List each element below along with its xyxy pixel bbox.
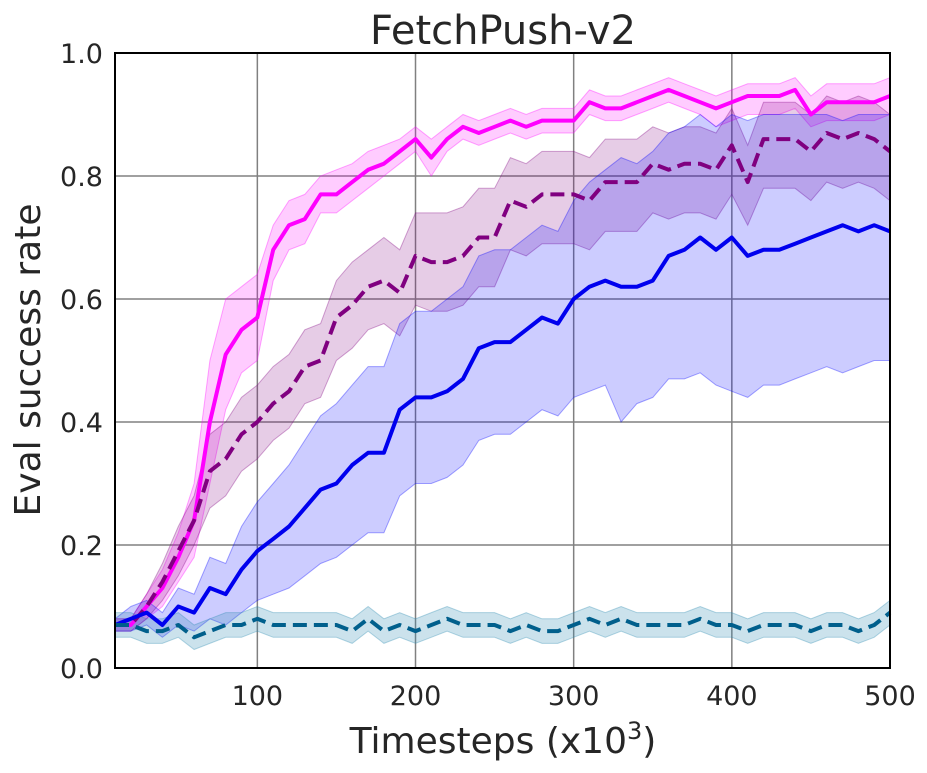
x-tick-label-500: 500 xyxy=(864,681,916,712)
y-tick-label-3: 0.6 xyxy=(60,285,103,316)
x-axis-label-main: Timesteps (x10 xyxy=(349,721,627,762)
series-2-line xyxy=(115,131,892,627)
x-axis-label: Timesteps (x103) xyxy=(349,717,657,762)
x-tick-label-300: 300 xyxy=(548,681,600,712)
x-tick-labels: 100 200 300 400 500 xyxy=(232,681,916,712)
plot-frame xyxy=(114,52,891,669)
x-tick-label-400: 400 xyxy=(706,681,758,712)
x-tick-label-100: 100 xyxy=(232,681,284,712)
x-axis-label-close: ) xyxy=(642,721,656,762)
chart-title: FetchPush-v2 xyxy=(370,8,636,54)
y-tick-label-0: 0.0 xyxy=(60,654,103,685)
y-tick-label-1: 0.2 xyxy=(60,531,103,562)
y-axis-label: Eval success rate xyxy=(8,204,49,517)
y-tick-label-5: 1.0 xyxy=(60,39,103,70)
y-tick-label-2: 0.4 xyxy=(60,408,103,439)
series-4-line xyxy=(115,611,892,640)
series-3-line xyxy=(114,223,891,627)
x-axis-label-superscript: 3 xyxy=(627,717,642,745)
y-tick-labels: 0.0 0.2 0.4 0.6 0.8 1.0 xyxy=(60,39,103,685)
x-tick-label-200: 200 xyxy=(390,681,442,712)
series-1-line xyxy=(115,87,891,627)
y-tick-label-4: 0.8 xyxy=(60,162,103,193)
series-lines xyxy=(114,87,892,640)
